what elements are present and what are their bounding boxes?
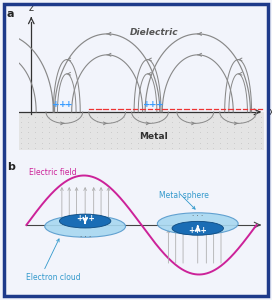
Text: +++: +++ bbox=[188, 226, 207, 236]
Text: +: + bbox=[58, 100, 66, 109]
Text: Electron cloud: Electron cloud bbox=[26, 272, 81, 281]
Text: +: + bbox=[156, 100, 164, 109]
Text: +++: +++ bbox=[76, 214, 94, 223]
Text: +: + bbox=[52, 100, 60, 109]
Text: +: + bbox=[143, 100, 150, 109]
Text: +: + bbox=[65, 100, 73, 109]
Text: +: + bbox=[149, 100, 157, 109]
Circle shape bbox=[157, 213, 238, 235]
Circle shape bbox=[60, 214, 111, 228]
Text: Dielectric: Dielectric bbox=[129, 28, 178, 37]
Text: . . .: . . . bbox=[192, 211, 203, 217]
Text: x: x bbox=[269, 107, 272, 117]
Bar bbox=[19, 112, 264, 150]
Text: . . .: . . . bbox=[79, 232, 91, 238]
Text: b: b bbox=[7, 162, 15, 172]
Text: Metal: Metal bbox=[139, 132, 168, 141]
Circle shape bbox=[172, 221, 223, 235]
Circle shape bbox=[45, 215, 126, 237]
Text: Electric field: Electric field bbox=[29, 169, 76, 178]
Text: a: a bbox=[7, 9, 14, 19]
Text: Metal sphere: Metal sphere bbox=[159, 191, 208, 200]
Text: z: z bbox=[29, 3, 34, 13]
